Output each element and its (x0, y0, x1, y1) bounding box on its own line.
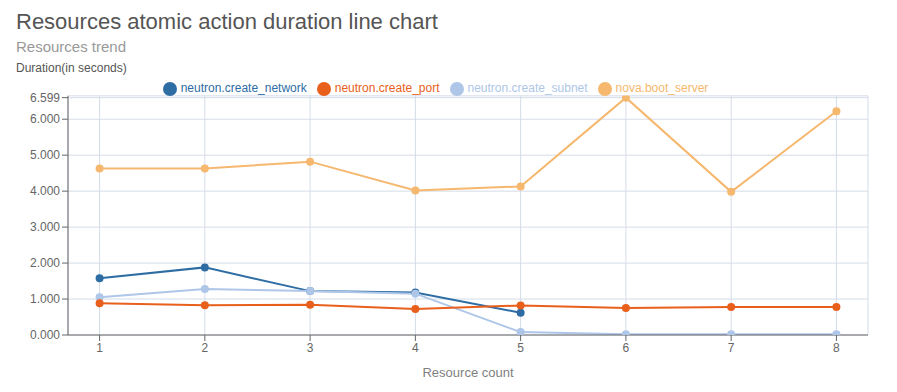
html-text:Duration(in seconds): Duration(in seconds) (16, 61, 127, 75)
svg-text:3: 3 (307, 341, 314, 355)
html-text:neutron.create_port: neutron.create_port (334, 81, 440, 95)
html-text:nova.boot_server: nova.boot_server (615, 81, 709, 95)
svg-text:4.000: 4.000 (30, 184, 60, 198)
svg-text:6.000: 6.000 (30, 112, 60, 126)
svg-text:Resource count: Resource count (422, 365, 513, 380)
svg-text:6.599: 6.599 (30, 91, 60, 105)
svg-text:5: 5 (517, 341, 524, 355)
svg-text:3.000: 3.000 (30, 220, 60, 234)
html-text:neutron.create_subnet: neutron.create_subnet (467, 81, 588, 95)
html-text:neutron.create_network: neutron.create_network (180, 81, 307, 95)
svg-text:6: 6 (623, 341, 630, 355)
html-text:Resources atomic action durati: Resources atomic action duration line ch… (16, 9, 438, 34)
svg-text:0.000: 0.000 (30, 328, 60, 342)
svg-text:5.000: 5.000 (30, 148, 60, 162)
svg-text:1.000: 1.000 (30, 292, 60, 306)
svg-text:7: 7 (728, 341, 735, 355)
svg-text:2: 2 (201, 341, 208, 355)
svg-text:1: 1 (96, 341, 103, 355)
html-text:Resources trend: Resources trend (16, 38, 127, 55)
svg-text:8: 8 (833, 341, 840, 355)
svg-text:2.000: 2.000 (30, 256, 60, 270)
svg-text:4: 4 (412, 341, 419, 355)
